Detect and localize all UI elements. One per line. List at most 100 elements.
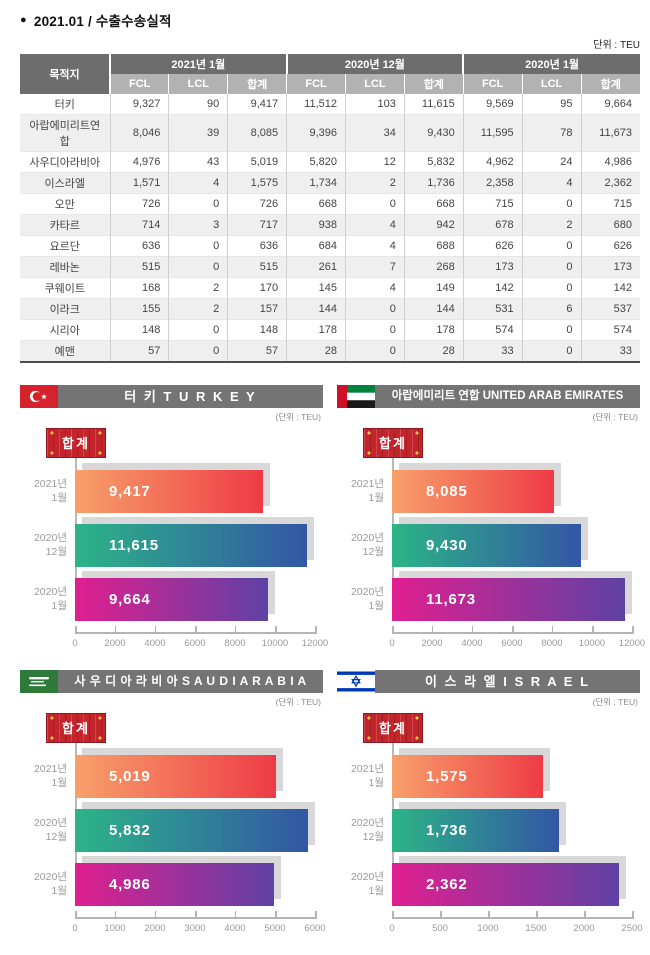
value-cell: 145 (286, 277, 346, 299)
value-cell: 8,085 (227, 114, 288, 152)
axis-tick (315, 911, 317, 919)
chart-unit-label: (단위 : TEU) (275, 697, 321, 707)
page-title-text: 2021.01 / 수출수송실적 (33, 14, 172, 29)
value-cell: 173 (613, 261, 632, 273)
destination-cell: 이라크 (20, 298, 111, 320)
value-cell: 684 (286, 235, 346, 257)
legend-label: 합계 (62, 721, 90, 736)
bar-track: 9,417 (75, 470, 315, 513)
value-cell: 1,736 (404, 172, 464, 194)
table-row: 이라크 155 2 157 144 0 144 531 6 537 (20, 298, 640, 320)
plot-area: 2021년 1월 1,575 2020년 12월 1,736 2020년 1월 2,362 (337, 715, 640, 906)
chart-turkey: 터 키 T U R K E Y (단위 : TEU) 합계 2021년 1월 9,4… (20, 385, 328, 652)
value-cell: 4 (345, 277, 405, 299)
bar: 5,832 (75, 809, 309, 852)
value-cell: 95 (522, 94, 582, 115)
table-row: 이스라엘 1,571 4 1,575 1,734 2 1,736 2,358 4 2,362 (20, 172, 640, 194)
bar: 5,019 (75, 755, 276, 798)
value-cell: 5,019 (227, 151, 288, 173)
total-legend-badge: 합계 (46, 713, 106, 743)
value-cell: 9,569 (463, 94, 523, 115)
value-cell: 144 (404, 298, 464, 320)
x-axis: 0 2000 4000 6000 8000 10000 12000 (72, 626, 328, 652)
chart-unit-label: (단위 : TEU) (275, 412, 321, 422)
category-label-line: 2020년 (33, 870, 67, 883)
value-cell: 4,986 (604, 156, 632, 168)
value-cell: 148 (227, 319, 288, 341)
bar-value-label: 9,417 (109, 483, 151, 500)
axis-tick-label: 10000 (261, 638, 289, 649)
value-cell: 726 (110, 193, 170, 215)
destination-cell: 이스라엘 (20, 172, 111, 194)
axis-tick (536, 911, 538, 919)
axis-tick (488, 911, 490, 919)
value-cell: 24 (522, 151, 582, 173)
category-label-line: 1월 (51, 884, 68, 897)
axis-tick-label: 2000 (104, 638, 126, 649)
sub-column-header: FCL (286, 74, 346, 94)
value-cell: 173 (463, 256, 523, 278)
value-cell: 33 (463, 340, 523, 362)
chart-title-bar: 터 키 T U R K E Y (20, 385, 323, 408)
value-cell: 0 (522, 277, 582, 299)
axis-tick-label: 2000 (421, 638, 443, 649)
value-cell: 668 (286, 193, 346, 215)
value-cell: 178 (404, 319, 464, 341)
value-cell: 148 (110, 319, 170, 341)
value-cell: 5,820 (286, 151, 346, 173)
sub-column-header: FCL (110, 74, 170, 94)
destination-cell: 요르단 (20, 235, 111, 257)
table-header-row: 목적지 2021년 1월 2020년 12월 2020년 1월 (20, 54, 640, 94)
axis-tick (392, 911, 394, 919)
value-cell: 2 (522, 214, 582, 236)
axis-tick (154, 626, 157, 634)
bar-row: 2020년 1월 2,362 (337, 863, 632, 906)
value-cell: 9,664 (604, 98, 632, 110)
bar-row: 2020년 1월 11,673 (337, 578, 632, 621)
chart-title-bar: 아랍에미리트 연합 UNITED ARAB EMIRATES (337, 385, 640, 408)
axis-tick-label: 6000 (501, 638, 523, 649)
value-cell: 574 (463, 319, 523, 341)
value-cell: 942 (404, 214, 464, 236)
bar-row: 2021년 1월 5,019 (20, 755, 315, 798)
value-cell: 2 (168, 298, 229, 320)
value-cell: 680 (613, 219, 632, 231)
bar-row: 2020년 12월 5,832 (20, 809, 315, 852)
value-cell: 0 (522, 193, 582, 215)
chart-body: 합계 2021년 1월 8,085 2020년 12월 9,430 2020년 1월 11,67… (337, 424, 645, 652)
value-cell: 714 (110, 214, 170, 236)
value-cell: 678 (463, 214, 523, 236)
value-cell: 636 (110, 235, 170, 257)
category-label: 2020년 1월 (337, 871, 392, 898)
destination-cell: 터키 (20, 94, 111, 115)
category-label: 2020년 12월 (337, 817, 392, 844)
value-cell: 5,832 (404, 151, 464, 173)
destination-cell: 카타르 (20, 214, 111, 236)
bar: 8,085 (392, 470, 554, 513)
destination-cell: 사우디아라비아 (20, 151, 111, 173)
axis-tick (114, 911, 117, 919)
legend-label: 합계 (62, 436, 90, 451)
value-cell: 1,734 (286, 172, 346, 194)
value-cell: 0 (522, 319, 582, 341)
value-cell: 574 (613, 324, 632, 336)
axis-tick-label: 0 (389, 923, 395, 934)
axis-tick (234, 626, 237, 634)
axis-tick (234, 911, 237, 919)
value-cell: 0 (168, 319, 229, 341)
destination-cell: 레바논 (20, 256, 111, 278)
table-row: 사우디아라비아 4,976 43 5,019 5,820 12 5,832 4,962 24 4,… (20, 151, 640, 173)
plot-area: 2021년 1월 5,019 2020년 12월 5,832 2020년 1월 4,986 (20, 715, 323, 906)
chart-title: 터 키 T U R K E Y (124, 389, 257, 404)
category-label-line: 12월 (362, 545, 384, 558)
plot-area: 2021년 1월 8,085 2020년 12월 9,430 2020년 1월 11,673 (337, 430, 640, 621)
category-label-line: 1월 (368, 491, 385, 504)
value-cell: 78 (522, 114, 582, 152)
value-cell: 9,417 (227, 94, 288, 115)
chart-title-bar: 이 스 라 엘 I S R A E L (337, 670, 640, 693)
axis-tick-label: 4000 (144, 638, 166, 649)
value-cell: 1,575 (227, 172, 288, 194)
chart-title: 아랍에미리트 연합 UNITED ARAB EMIRATES (391, 390, 624, 402)
chart-title: 사 우 디 아 라 비 아 S A U D I A R A B I A (74, 674, 307, 688)
